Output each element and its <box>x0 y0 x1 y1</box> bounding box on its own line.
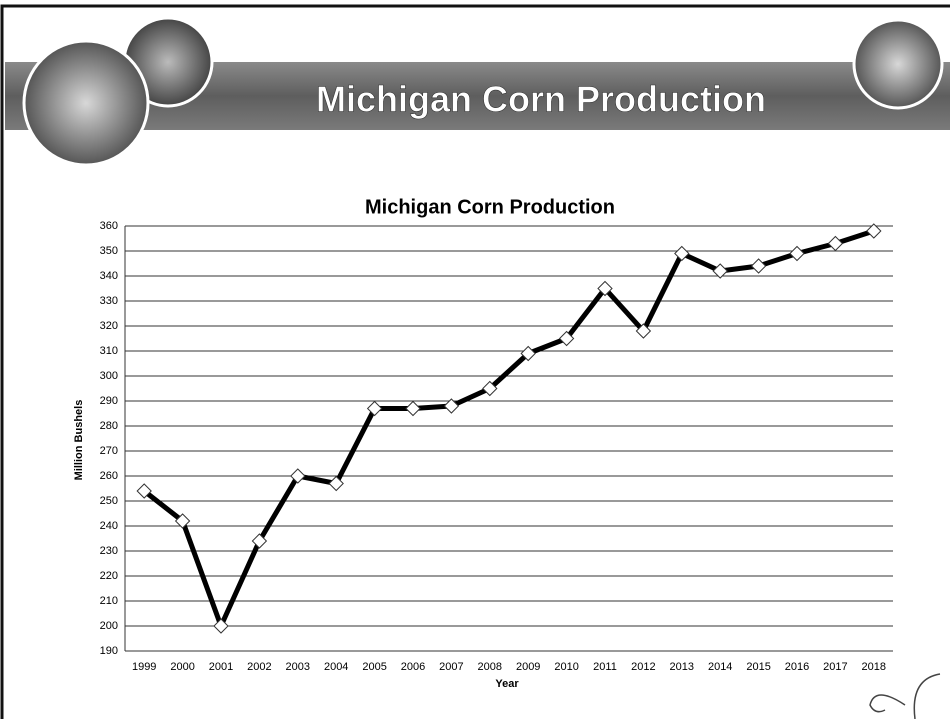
x-tick-label: 2010 <box>554 661 578 673</box>
x-tick-label: 2013 <box>670 661 694 673</box>
data-point <box>136 483 152 499</box>
x-tick-label: 2002 <box>247 661 271 673</box>
data-point <box>674 245 690 262</box>
data-point <box>213 618 229 634</box>
data-point <box>866 223 882 239</box>
photo-field <box>22 39 150 167</box>
data-point <box>251 533 268 549</box>
y-tick-label: 190 <box>100 645 118 657</box>
x-tick-label: 2008 <box>478 661 502 673</box>
x-tick-label: 2000 <box>170 661 194 673</box>
x-tick-label: 2017 <box>823 661 847 673</box>
data-point <box>290 468 306 484</box>
x-tick-label: 2004 <box>324 661 348 673</box>
y-tick-label: 280 <box>100 420 118 432</box>
y-tick-label: 240 <box>100 520 118 532</box>
y-tick-label: 360 <box>100 220 118 232</box>
y-tick-label: 230 <box>100 545 118 557</box>
slide-border <box>0 4 950 719</box>
y-tick-label: 300 <box>100 370 118 382</box>
data-point <box>789 245 805 262</box>
y-tick-label: 340 <box>100 270 118 282</box>
data-point <box>520 345 536 362</box>
x-tick-label: 2005 <box>362 661 386 673</box>
data-point <box>328 475 344 492</box>
data-point <box>405 400 421 417</box>
x-tick-label: 1999 <box>132 661 156 673</box>
y-tick-label: 270 <box>100 445 118 457</box>
x-tick-label: 2009 <box>516 661 540 673</box>
x-tick-label: 2001 <box>209 661 233 673</box>
y-tick-label: 330 <box>100 295 118 307</box>
data-point <box>750 258 767 274</box>
y-tick-label: 310 <box>100 345 118 357</box>
data-point <box>635 323 652 339</box>
y-tick-label: 290 <box>100 395 118 407</box>
y-tick-label: 350 <box>100 245 118 257</box>
data-point <box>597 280 613 297</box>
x-tick-label: 2014 <box>708 661 732 673</box>
x-axis-label: Year <box>495 678 519 690</box>
y-axis-label: Million Bushels <box>73 400 85 481</box>
data-point <box>827 235 844 252</box>
data-point <box>366 400 383 417</box>
photo-cob <box>852 18 944 110</box>
x-tick-label: 2016 <box>785 661 809 673</box>
x-tick-label: 2006 <box>401 661 425 673</box>
y-tick-label: 260 <box>100 470 118 482</box>
y-tick-label: 220 <box>100 570 118 582</box>
data-point <box>482 380 498 397</box>
y-tick-label: 320 <box>100 320 118 332</box>
x-tick-label: 2018 <box>862 661 886 673</box>
x-tick-label: 2003 <box>286 661 310 673</box>
y-tick-label: 210 <box>100 595 118 607</box>
data-point <box>174 513 191 529</box>
x-tick-label: 2011 <box>593 661 617 673</box>
y-tick-label: 250 <box>100 495 118 507</box>
x-tick-label: 2015 <box>746 661 770 673</box>
data-point <box>712 263 728 279</box>
x-tick-label: 2007 <box>439 661 463 673</box>
decoration <box>869 673 941 719</box>
slide-title: Michigan Corn Production <box>316 79 766 120</box>
x-tick-label: 2012 <box>631 661 655 673</box>
y-tick-label: 200 <box>100 620 118 632</box>
data-point <box>558 330 575 347</box>
chart-title: Michigan Corn Production <box>365 196 615 218</box>
data-point <box>443 398 460 414</box>
